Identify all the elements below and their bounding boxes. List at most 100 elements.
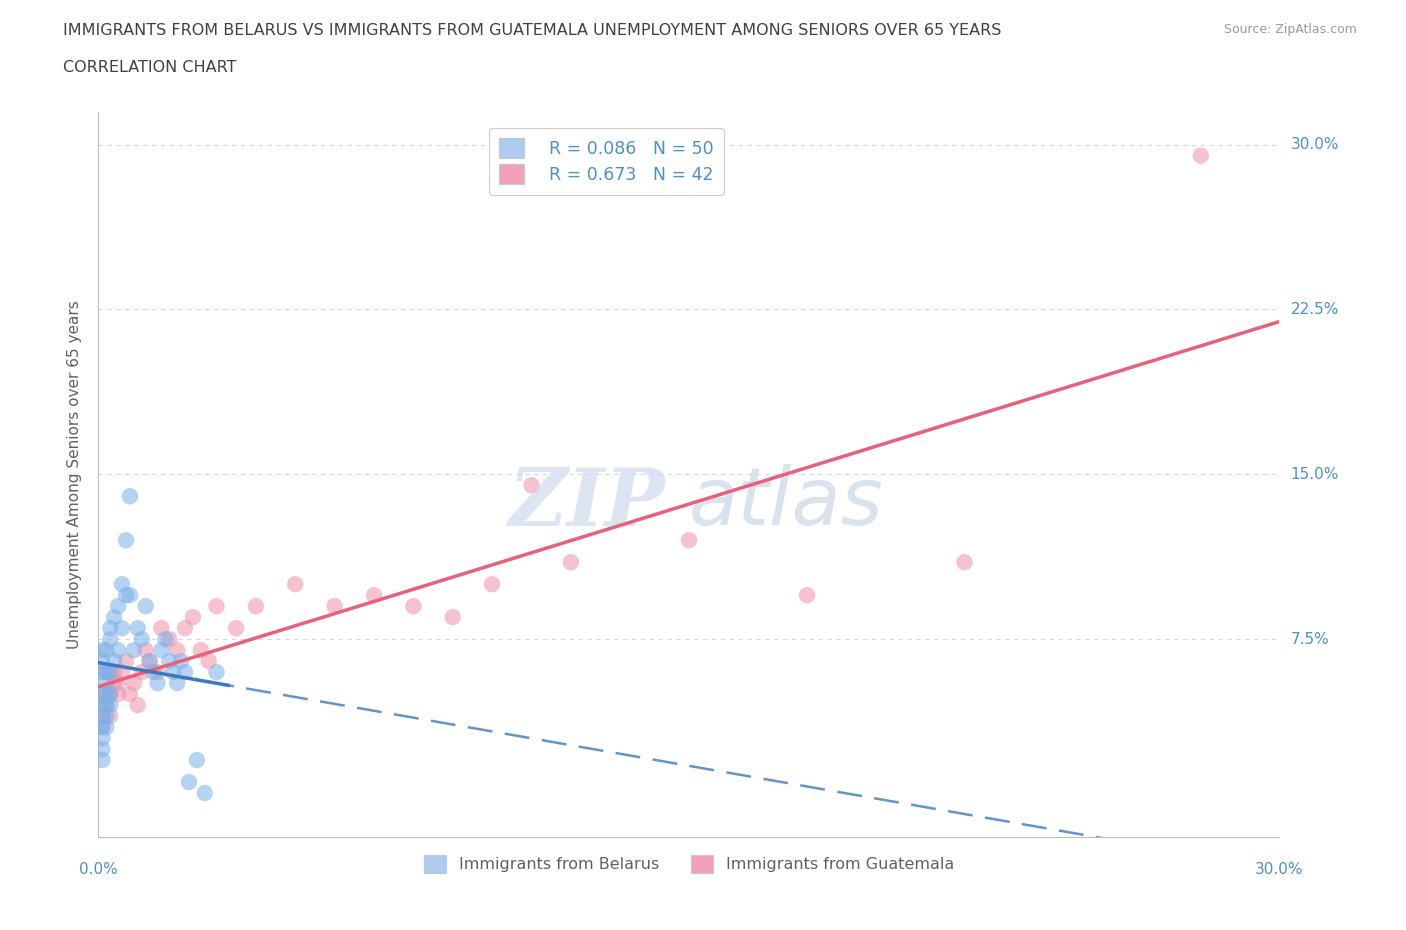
Point xyxy=(177,775,200,790)
Point xyxy=(127,698,149,712)
Point xyxy=(91,686,114,701)
Point xyxy=(115,533,138,548)
Point xyxy=(118,686,141,701)
Point xyxy=(98,631,121,646)
Point xyxy=(170,654,193,669)
Text: 30.0%: 30.0% xyxy=(1256,862,1303,877)
Point xyxy=(174,665,197,680)
Text: 22.5%: 22.5% xyxy=(1291,302,1339,317)
Point xyxy=(98,686,121,701)
Point xyxy=(96,698,118,712)
Point xyxy=(96,643,118,658)
Point xyxy=(678,533,700,548)
Point xyxy=(111,620,134,635)
Point xyxy=(157,631,180,646)
Point xyxy=(91,643,114,658)
Point xyxy=(96,720,118,735)
Point xyxy=(194,786,217,801)
Point xyxy=(91,654,114,669)
Point xyxy=(91,752,114,767)
Point xyxy=(205,599,228,614)
Point xyxy=(91,665,114,680)
Point xyxy=(122,643,145,658)
Point xyxy=(91,698,114,712)
Point xyxy=(107,599,129,614)
Point xyxy=(96,709,118,724)
Point xyxy=(96,665,118,680)
Point xyxy=(142,665,165,680)
Point xyxy=(96,665,118,680)
Point xyxy=(91,686,114,701)
Point xyxy=(323,599,346,614)
Point xyxy=(197,654,219,669)
Point xyxy=(146,676,169,691)
Point xyxy=(796,588,818,603)
Point xyxy=(186,752,208,767)
Text: 7.5%: 7.5% xyxy=(1291,631,1329,646)
Point xyxy=(284,577,307,591)
Point xyxy=(953,555,976,570)
Point xyxy=(127,620,149,635)
Point xyxy=(174,620,197,635)
Point xyxy=(115,588,138,603)
Point xyxy=(225,620,247,635)
Point xyxy=(111,577,134,591)
Point xyxy=(111,665,134,680)
Point xyxy=(150,620,173,635)
Text: 15.0%: 15.0% xyxy=(1291,467,1339,482)
Point xyxy=(441,610,464,625)
Point xyxy=(107,643,129,658)
Point xyxy=(96,686,118,701)
Point xyxy=(138,654,160,669)
Point xyxy=(162,665,184,680)
Point xyxy=(103,665,125,680)
Point xyxy=(560,555,582,570)
Text: atlas: atlas xyxy=(689,464,884,542)
Point xyxy=(131,631,153,646)
Point xyxy=(166,676,188,691)
Point xyxy=(146,665,169,680)
Text: Source: ZipAtlas.com: Source: ZipAtlas.com xyxy=(1223,23,1357,36)
Point xyxy=(363,588,385,603)
Point xyxy=(205,665,228,680)
Point xyxy=(118,588,141,603)
Point xyxy=(91,720,114,735)
Point xyxy=(91,731,114,746)
Text: ZIP: ZIP xyxy=(509,465,665,542)
Point xyxy=(155,631,177,646)
Point xyxy=(245,599,267,614)
Point xyxy=(98,698,121,712)
Point xyxy=(91,709,114,724)
Point xyxy=(103,654,125,669)
Point xyxy=(118,489,141,504)
Legend: Immigrants from Belarus, Immigrants from Guatemala: Immigrants from Belarus, Immigrants from… xyxy=(418,848,960,880)
Point xyxy=(150,643,173,658)
Point xyxy=(138,654,160,669)
Point xyxy=(96,676,118,691)
Point xyxy=(91,709,114,724)
Point xyxy=(91,741,114,756)
Point xyxy=(96,698,118,712)
Text: IMMIGRANTS FROM BELARUS VS IMMIGRANTS FROM GUATEMALA UNEMPLOYMENT AMONG SENIORS : IMMIGRANTS FROM BELARUS VS IMMIGRANTS FR… xyxy=(63,23,1001,38)
Point xyxy=(135,643,157,658)
Y-axis label: Unemployment Among Seniors over 65 years: Unemployment Among Seniors over 65 years xyxy=(67,300,83,649)
Text: 0.0%: 0.0% xyxy=(79,862,118,877)
Point xyxy=(166,643,188,658)
Point xyxy=(98,620,121,635)
Point xyxy=(103,676,125,691)
Point xyxy=(135,599,157,614)
Point xyxy=(98,686,121,701)
Point xyxy=(107,686,129,701)
Point xyxy=(122,676,145,691)
Point xyxy=(98,665,121,680)
Point xyxy=(181,610,204,625)
Point xyxy=(402,599,425,614)
Point xyxy=(98,709,121,724)
Point xyxy=(481,577,503,591)
Point xyxy=(1189,148,1212,163)
Text: 30.0%: 30.0% xyxy=(1291,137,1339,153)
Point xyxy=(131,665,153,680)
Text: CORRELATION CHART: CORRELATION CHART xyxy=(63,60,236,75)
Point xyxy=(107,676,129,691)
Point xyxy=(190,643,212,658)
